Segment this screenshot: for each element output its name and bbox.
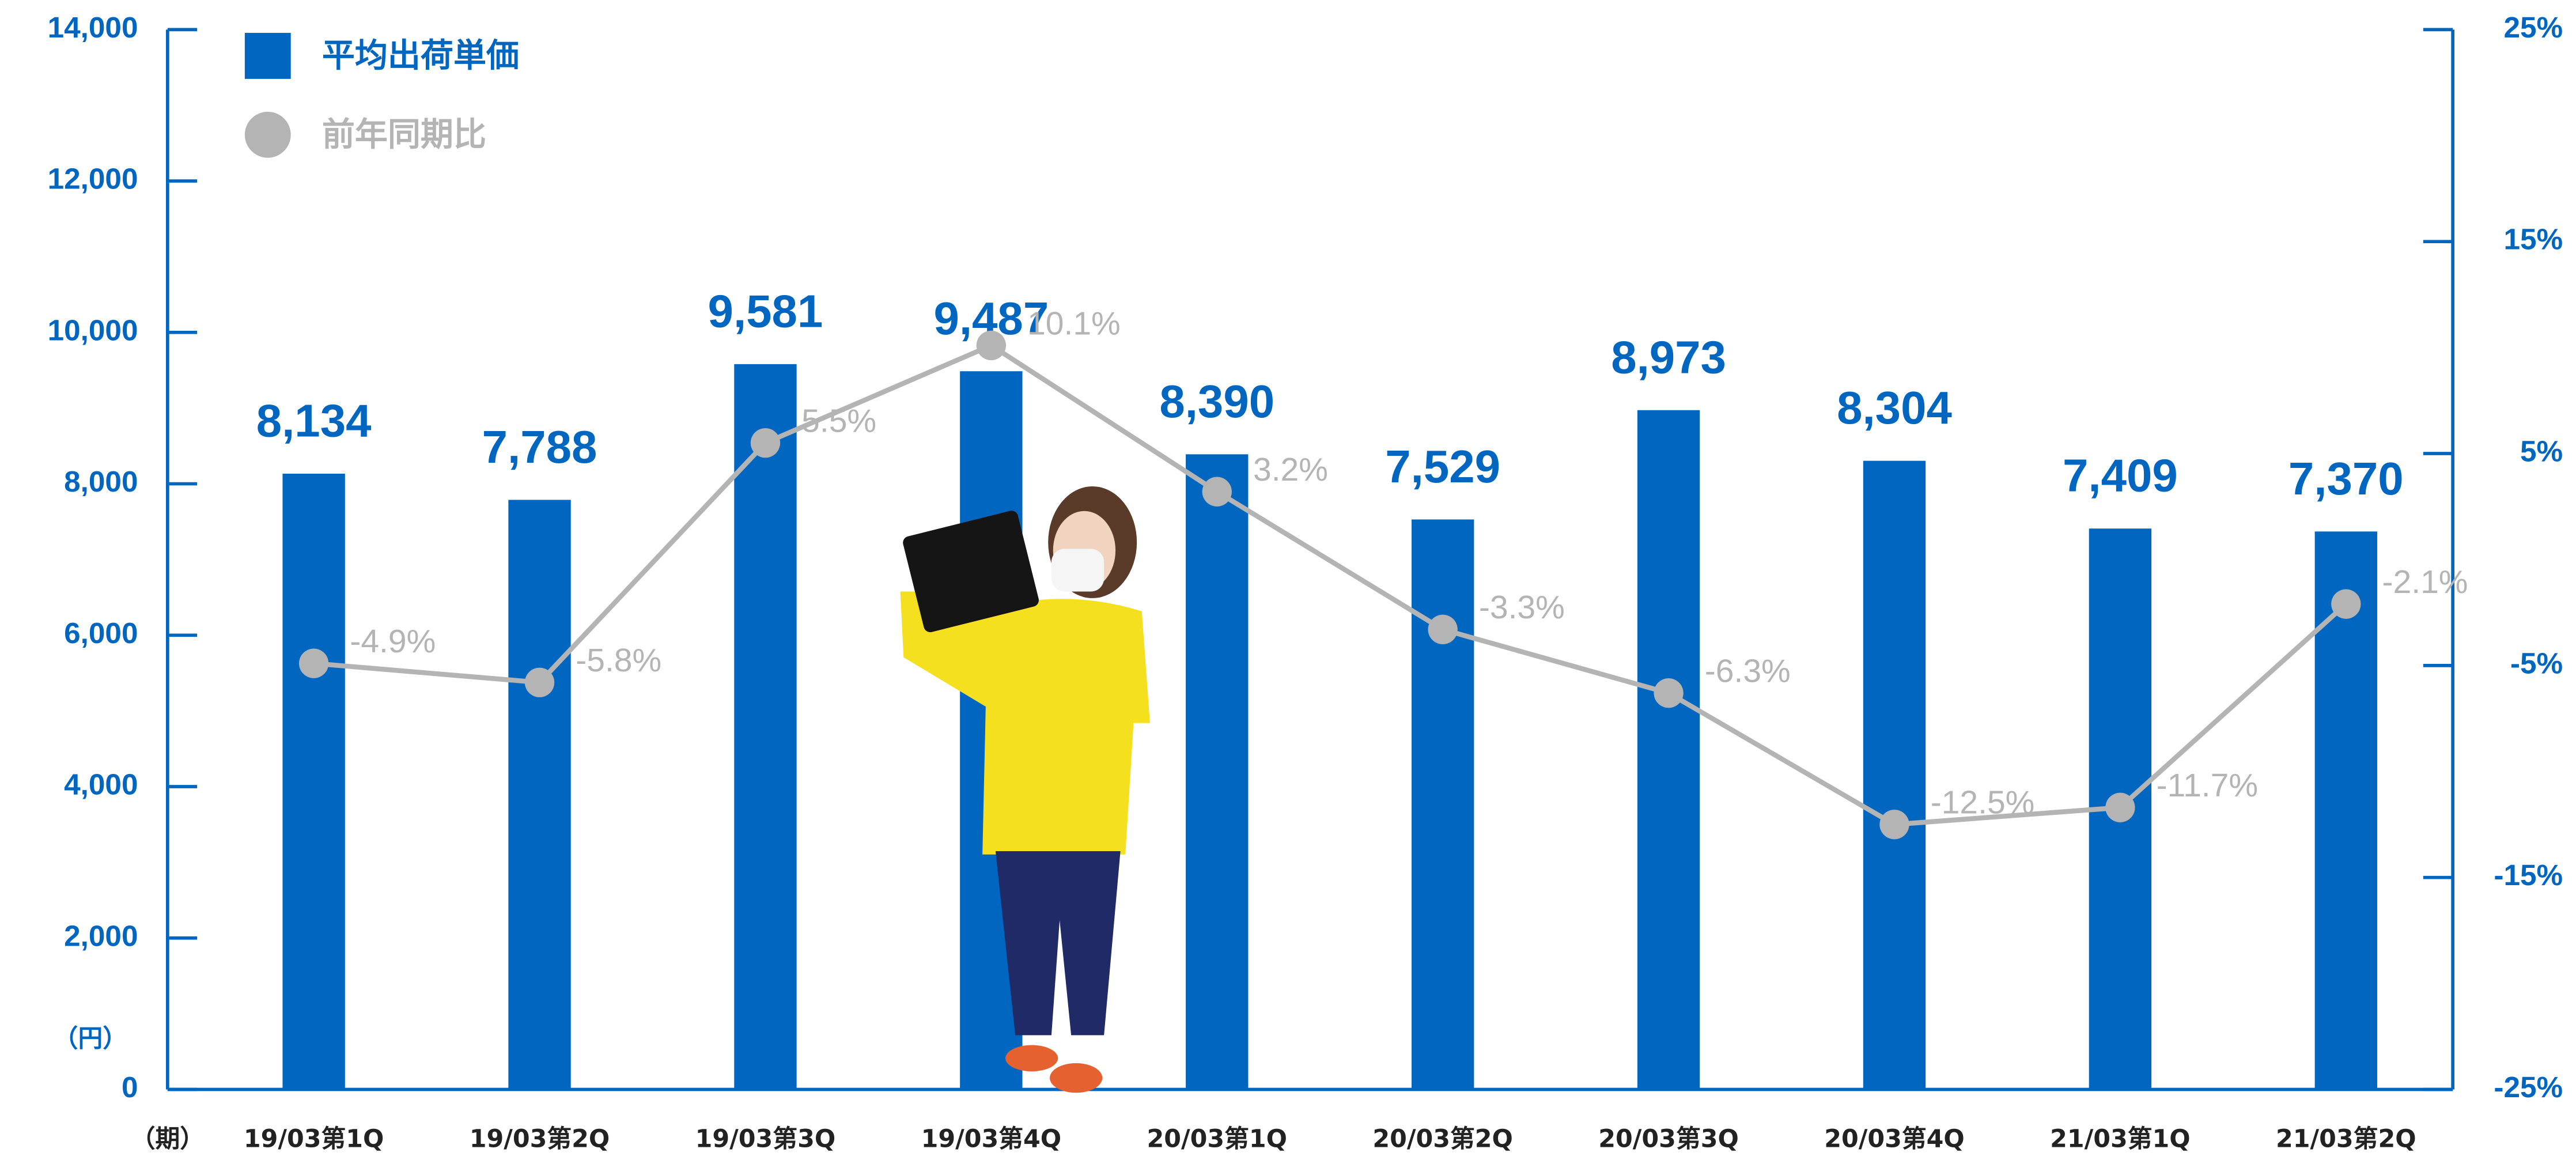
bar bbox=[734, 364, 796, 1090]
line-point bbox=[751, 428, 780, 458]
x-tick-label: 19/03第3Q bbox=[695, 1124, 836, 1153]
plot: 0 2,000 4,000 6,000 8,000 10,000 12,000 14,000 -… bbox=[48, 11, 2563, 1153]
line-value-label: -6.3% bbox=[1705, 653, 1791, 690]
y-tick-label: 12,000 bbox=[48, 163, 138, 195]
bar-value-label: 8,304 bbox=[1837, 382, 1952, 433]
chart: 0 2,000 4,000 6,000 8,000 10,000 12,000 14,000 -… bbox=[0, 0, 2576, 1156]
jeans bbox=[996, 851, 1121, 1035]
x-tick-label: 20/03第1Q bbox=[1147, 1124, 1287, 1153]
bar bbox=[282, 474, 345, 1090]
illustration bbox=[901, 486, 1150, 1093]
y2-tick-label: 5% bbox=[2520, 435, 2563, 468]
bar-value-label: 7,409 bbox=[2063, 450, 2178, 501]
line-point bbox=[525, 668, 554, 697]
legend-swatch bbox=[245, 33, 291, 79]
line-point bbox=[2105, 793, 2135, 822]
bar bbox=[1186, 454, 1248, 1089]
legend-label: 平均出荷単価 bbox=[322, 36, 519, 74]
bar-value-label: 8,973 bbox=[1611, 331, 1726, 383]
bar bbox=[1637, 410, 1700, 1090]
bar-value-label: 8,134 bbox=[256, 395, 372, 447]
line-point bbox=[1202, 477, 1232, 507]
line-point bbox=[977, 331, 1006, 360]
sweater bbox=[901, 592, 1150, 855]
bar-value-label: 9,581 bbox=[708, 285, 823, 337]
line-value-label: 10.1% bbox=[1027, 305, 1121, 342]
y-tick-label: 2,000 bbox=[64, 919, 138, 952]
line-value-label: -3.3% bbox=[1479, 589, 1565, 626]
y-tick-label: 14,000 bbox=[48, 11, 138, 44]
line-point bbox=[1654, 678, 1683, 708]
y2-tick-label: -5% bbox=[2510, 647, 2563, 679]
x-tick-label: 19/03第4Q bbox=[921, 1124, 1062, 1153]
line-point bbox=[1879, 810, 1909, 839]
line-value-label: 3.2% bbox=[1253, 451, 1328, 488]
x-tick-label: 19/03第1Q bbox=[244, 1124, 384, 1153]
y-tick-label: 0 bbox=[122, 1071, 138, 1104]
x-unit: （期） bbox=[131, 1124, 205, 1153]
bar-value-label: 7,529 bbox=[1385, 441, 1500, 492]
x-tick-label: 19/03第2Q bbox=[470, 1124, 610, 1153]
line-value-label: -5.8% bbox=[576, 642, 661, 679]
x-tick-label: 21/03第2Q bbox=[2276, 1124, 2416, 1153]
line-point bbox=[299, 648, 328, 678]
y-unit: （円） bbox=[54, 1024, 127, 1053]
line-value-label: 5.5% bbox=[801, 402, 876, 439]
shoe bbox=[1050, 1063, 1102, 1093]
bar-value-label: 7,788 bbox=[482, 421, 597, 473]
y2-tick-label: -25% bbox=[2494, 1071, 2563, 1104]
bar-value-label: 7,370 bbox=[2288, 453, 2404, 504]
line-value-label: -2.1% bbox=[2382, 564, 2468, 600]
x-tick-label: 20/03第4Q bbox=[1824, 1124, 1965, 1153]
line bbox=[314, 345, 2346, 824]
legend-swatch bbox=[245, 112, 291, 158]
y2-tick-label: 25% bbox=[2503, 11, 2563, 44]
x-tick-label: 20/03第3Q bbox=[1598, 1124, 1739, 1153]
y-tick-label: 4,000 bbox=[64, 768, 138, 801]
line-value-label: -12.5% bbox=[1931, 784, 2035, 821]
x-tick-label: 21/03第1Q bbox=[2050, 1124, 2191, 1153]
bar bbox=[508, 500, 570, 1089]
bar bbox=[1863, 461, 1926, 1090]
bar bbox=[1412, 519, 1474, 1089]
y-tick-label: 8,000 bbox=[64, 465, 138, 498]
legend-label: 前年同期比 bbox=[322, 115, 486, 153]
y2-tick-label: 15% bbox=[2503, 223, 2563, 256]
y-tick-label: 6,000 bbox=[64, 617, 138, 649]
page: 0 2,000 4,000 6,000 8,000 10,000 12,000 14,000 -… bbox=[0, 0, 2576, 1156]
mask bbox=[1051, 549, 1104, 591]
y2-tick-label: -15% bbox=[2494, 859, 2563, 891]
line-value-label: -11.7% bbox=[2157, 767, 2258, 804]
bar-value-label: 8,390 bbox=[1159, 376, 1274, 427]
line-point bbox=[2331, 590, 2361, 619]
line-value-label: -4.9% bbox=[350, 623, 436, 660]
shoe bbox=[1005, 1045, 1058, 1072]
x-tick-label: 20/03第2Q bbox=[1372, 1124, 1513, 1153]
line-point bbox=[1428, 615, 1458, 644]
y-tick-label: 10,000 bbox=[48, 313, 138, 346]
